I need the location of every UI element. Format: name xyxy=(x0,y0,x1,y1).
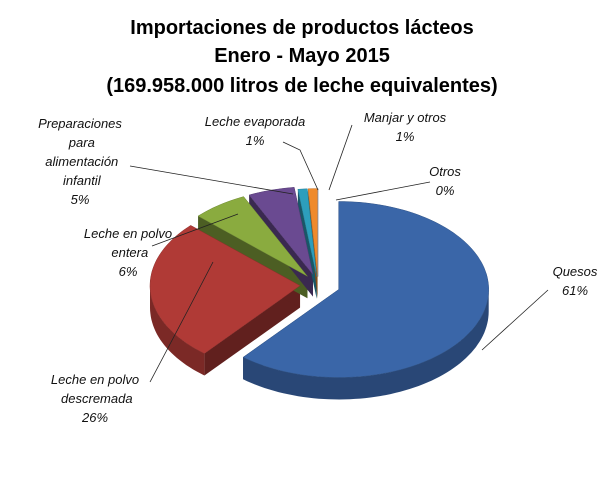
value-label: 6% xyxy=(119,264,138,279)
leader-line xyxy=(149,261,214,383)
pie-slice xyxy=(297,188,317,277)
chart-title: Importaciones de productos lácteos xyxy=(130,17,473,39)
pie-slice xyxy=(242,201,489,378)
chart-title: Enero - Mayo 2015 xyxy=(214,45,390,67)
pie-slice xyxy=(307,188,318,277)
category-label: Otros xyxy=(429,164,461,179)
pie-slice-side xyxy=(243,289,489,400)
leader-line xyxy=(129,165,294,195)
value-label: 0% xyxy=(436,183,455,198)
leader-line xyxy=(282,141,319,191)
category-label: Leche en polvo entera xyxy=(84,226,172,260)
leader-line xyxy=(335,181,431,201)
category-label: Leche en polvo descremada xyxy=(51,372,139,406)
category-label: Preparaciones para alimentación infantil xyxy=(38,116,122,188)
category-label: Leche evaporada xyxy=(205,114,305,129)
category-label: Manjar y otros xyxy=(364,110,447,125)
leader-line xyxy=(151,213,239,247)
value-label: 1% xyxy=(246,133,265,148)
value-label: 1% xyxy=(396,129,415,144)
pie-slice-side xyxy=(150,285,205,376)
pie-slice-side xyxy=(204,285,301,376)
value-label: 61% xyxy=(562,283,588,298)
category-label: Quesos xyxy=(553,264,598,279)
value-label: 26% xyxy=(81,410,108,425)
chart-title: (169.958.000 litros de leche equivalente… xyxy=(106,75,497,97)
leader-line xyxy=(328,124,353,191)
leader-line xyxy=(481,289,549,351)
pie-slice xyxy=(197,196,308,277)
pie-slice xyxy=(149,225,301,354)
value-label: 5% xyxy=(71,192,90,207)
